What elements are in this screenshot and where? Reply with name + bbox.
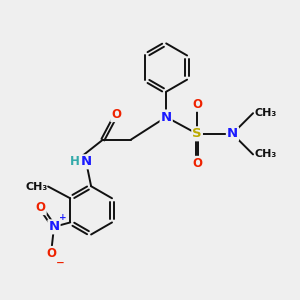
Text: N: N xyxy=(80,155,92,168)
Text: O: O xyxy=(192,98,202,111)
Text: O: O xyxy=(111,108,121,121)
Text: N: N xyxy=(227,127,238,140)
Text: S: S xyxy=(192,127,202,140)
Text: O: O xyxy=(36,201,46,214)
Text: +: + xyxy=(59,212,67,221)
Text: CH₃: CH₃ xyxy=(254,108,277,118)
Text: O: O xyxy=(46,247,56,260)
Text: CH₃: CH₃ xyxy=(254,149,277,159)
Text: CH₃: CH₃ xyxy=(26,182,48,191)
Text: H: H xyxy=(70,155,80,168)
Text: N: N xyxy=(160,110,172,124)
Text: N: N xyxy=(48,220,60,233)
Text: O: O xyxy=(192,157,202,170)
Text: −: − xyxy=(56,258,65,268)
